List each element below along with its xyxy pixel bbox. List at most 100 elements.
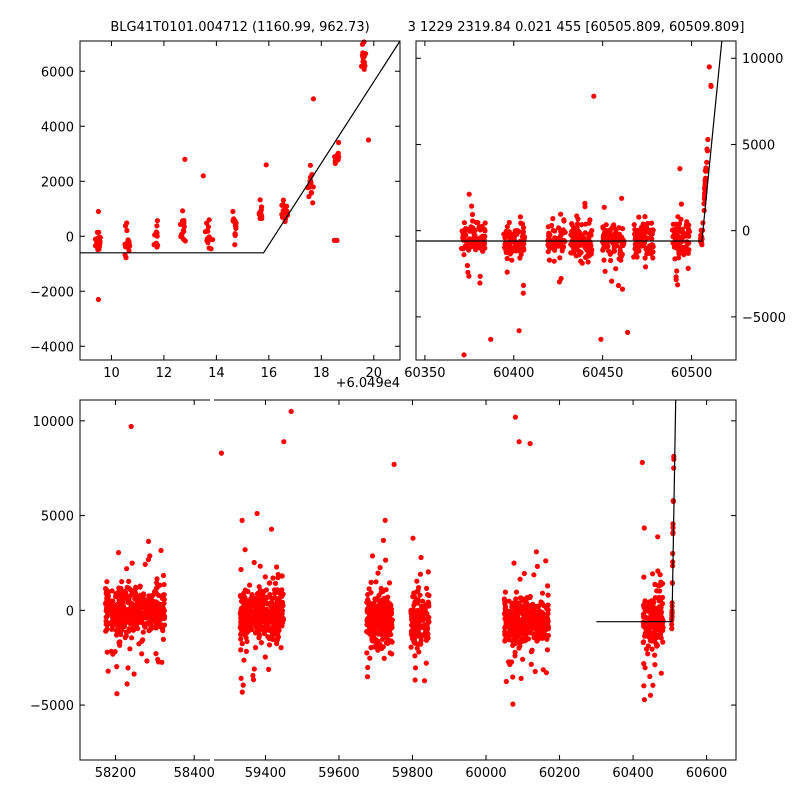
data-point: [676, 255, 682, 261]
outlier-point: [281, 439, 287, 445]
data-point: [242, 594, 248, 600]
data-point: [669, 626, 675, 632]
top-right-frame: [415, 40, 737, 361]
data-point: [633, 250, 639, 257]
data-point: [257, 587, 263, 593]
data-point: [641, 525, 647, 531]
data-point: [705, 136, 711, 143]
data-point: [534, 563, 541, 570]
y-tick-label: 0: [742, 225, 750, 240]
data-point: [412, 653, 418, 659]
data-point: [269, 636, 275, 642]
outlier-point: [95, 208, 101, 215]
data-point: [155, 242, 161, 248]
data-point: [333, 157, 339, 163]
data-point: [230, 208, 236, 215]
data-point: [242, 547, 248, 553]
outlier-point: [706, 64, 712, 70]
data-point: [409, 611, 415, 617]
data-point: [257, 197, 263, 203]
data-point: [685, 229, 691, 236]
data-point: [652, 616, 658, 622]
x-tick-label: 60500: [671, 366, 712, 381]
data-point: [504, 255, 510, 262]
data-point: [529, 612, 535, 618]
top-right-points: [458, 64, 714, 358]
data-point: [552, 247, 558, 253]
data-point: [260, 601, 266, 607]
data-point: [605, 229, 611, 236]
y-tick-label: 4000: [41, 120, 74, 135]
data-point: [531, 572, 537, 578]
y-tick-label: 0: [66, 230, 74, 245]
data-point: [272, 595, 278, 601]
data-point: [273, 626, 279, 632]
outlier-point: [391, 461, 397, 467]
data-point: [414, 645, 420, 651]
data-point: [550, 227, 556, 233]
y-tick-label: −5000: [742, 311, 786, 326]
data-point: [424, 621, 430, 627]
data-point: [237, 593, 243, 599]
x-tick-label: 59600: [318, 766, 359, 781]
data-point: [516, 630, 522, 637]
x-tick-label: 58400: [174, 766, 215, 781]
data-point: [645, 651, 651, 657]
outlier-point: [95, 296, 101, 303]
data-point: [506, 219, 512, 226]
data-point: [560, 230, 566, 236]
data-point: [377, 611, 383, 617]
data-point: [461, 231, 467, 237]
data-point: [652, 595, 659, 601]
data-point: [382, 621, 388, 627]
data-point: [420, 632, 426, 639]
data-point: [413, 618, 419, 624]
x-tick-label: 58200: [95, 766, 136, 781]
data-point: [179, 218, 186, 224]
data-point: [412, 665, 419, 671]
x-tick-label: 60350: [404, 366, 445, 381]
data-point: [160, 572, 167, 579]
data-point: [387, 605, 393, 611]
data-point: [670, 521, 676, 527]
left-panel-title: BLG41T0101.004712 (1160.99, 962.73): [110, 20, 369, 35]
data-point: [423, 660, 429, 666]
data-point: [246, 628, 252, 634]
data-point: [502, 589, 508, 595]
outlier-point: [182, 156, 188, 162]
data-point: [516, 600, 523, 606]
data-point: [129, 591, 135, 597]
data-point: [270, 602, 276, 608]
data-point: [415, 588, 421, 594]
data-point: [425, 592, 431, 598]
data-point: [473, 235, 479, 241]
data-point: [240, 682, 246, 688]
data-point: [237, 625, 243, 631]
data-point: [127, 612, 133, 618]
data-point: [125, 237, 131, 243]
data-point: [154, 223, 160, 229]
x-tick-label: 10: [103, 366, 120, 381]
data-point: [540, 615, 546, 621]
data-point: [642, 214, 648, 220]
data-point: [153, 625, 159, 631]
data-point: [417, 611, 423, 617]
data-point: [466, 273, 472, 279]
data-point: [382, 627, 388, 633]
data-point: [238, 647, 244, 653]
data-point: [675, 282, 681, 288]
x-tick-label: 60600: [686, 766, 727, 781]
data-point: [684, 248, 690, 254]
data-point: [631, 222, 637, 228]
data-point: [377, 565, 383, 571]
data-point: [474, 243, 480, 249]
data-point: [550, 243, 556, 249]
y-tick-label: −5000: [30, 699, 74, 714]
data-point: [119, 579, 125, 585]
data-point: [658, 610, 664, 617]
data-point: [232, 232, 238, 238]
data-point: [674, 268, 680, 274]
data-point: [419, 604, 425, 611]
data-point: [103, 628, 109, 634]
